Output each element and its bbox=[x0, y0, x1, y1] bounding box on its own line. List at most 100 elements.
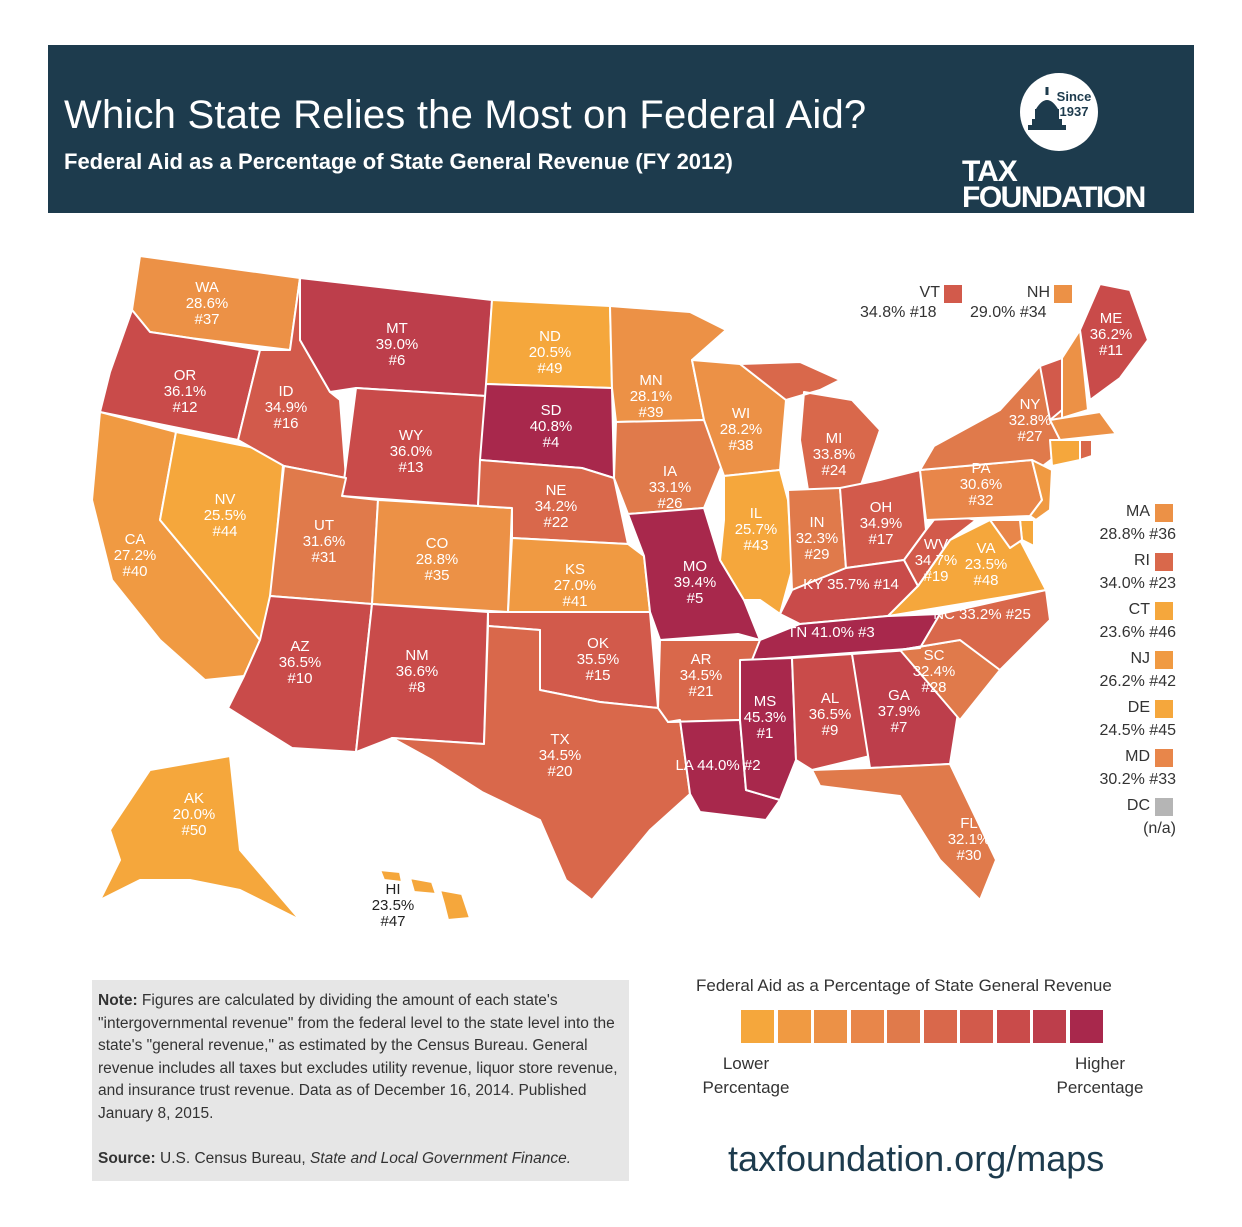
state-label-or-rank: #12 bbox=[172, 399, 197, 416]
state-label-ca-pct: 27.2% bbox=[114, 547, 157, 564]
state-label-sc-rank: #28 bbox=[921, 679, 946, 696]
state-label-ar-pct: 34.5% bbox=[680, 667, 723, 684]
side-legend-nj-abbr: NJ bbox=[1130, 650, 1150, 667]
state-label-il-pct: 25.7% bbox=[735, 521, 778, 538]
state-TX bbox=[391, 625, 691, 901]
state-labels: WA28.6%#37OR36.1%#12CA27.2%#40NV25.5%#44… bbox=[114, 279, 1133, 930]
scale-swatch-7 bbox=[960, 1010, 993, 1043]
state-label-az-pct: 36.5% bbox=[279, 654, 322, 671]
state-label-ar-abbr: AR bbox=[691, 651, 712, 668]
state-label-wy-pct: 36.0% bbox=[390, 443, 433, 460]
state-label-sd-abbr: SD bbox=[541, 402, 562, 419]
state-label-ms-abbr: MS bbox=[754, 693, 777, 710]
state-label-tx-rank: #20 bbox=[547, 763, 572, 780]
state-label-ia-rank: #26 bbox=[657, 495, 682, 512]
state-label-hi-pct: 23.5% bbox=[372, 897, 415, 914]
state-MD bbox=[975, 519, 1023, 549]
state-label-ny-rank: #27 bbox=[1017, 428, 1042, 445]
state-label-id-pct: 34.9% bbox=[265, 399, 308, 416]
side-legend-ri-value: 34.0% #23 bbox=[1099, 575, 1176, 592]
state-label-ut-pct: 31.6% bbox=[303, 533, 346, 550]
state-label-ut-abbr: UT bbox=[314, 517, 334, 534]
scale-legend-title: Federal Aid as a Percentage of State Gen… bbox=[696, 976, 1112, 995]
state-label-az-abbr: AZ bbox=[290, 638, 309, 655]
state-MA bbox=[1049, 411, 1117, 441]
side-legend-ma-swatch bbox=[1155, 504, 1173, 522]
state-label-ia-pct: 33.1% bbox=[649, 479, 692, 496]
state-label-ms-pct: 45.3% bbox=[744, 709, 787, 726]
state-label-nm-pct: 36.6% bbox=[396, 663, 439, 680]
side-legend-dc-abbr: DC bbox=[1126, 797, 1150, 814]
state-label-ak-rank: #50 bbox=[181, 822, 206, 839]
state-label-ut-rank: #31 bbox=[311, 549, 336, 566]
state-label-mi-rank: #24 bbox=[821, 462, 846, 479]
website-url[interactable]: taxfoundation.org/maps bbox=[728, 1138, 1105, 1179]
state-label-me-rank: #11 bbox=[1099, 342, 1123, 359]
state-label-in-abbr: IN bbox=[810, 514, 825, 531]
state-label-sd-rank: #4 bbox=[543, 434, 560, 451]
state-label-il-abbr: IL bbox=[750, 505, 763, 522]
state-label-mo-rank: #5 bbox=[687, 590, 704, 607]
state-label-wa-rank: #37 bbox=[194, 311, 219, 328]
state-label-ny-abbr: NY bbox=[1020, 396, 1041, 413]
side-legend-ct-swatch bbox=[1155, 602, 1173, 620]
state-label-nd-abbr: ND bbox=[539, 328, 561, 345]
state-IL bbox=[719, 469, 793, 615]
state-label-hi-abbr: HI bbox=[386, 881, 401, 898]
state-label-wy-rank: #13 bbox=[398, 459, 423, 476]
state-label-wi-abbr: WI bbox=[732, 405, 750, 422]
page-title: Which State Relies the Most on Federal A… bbox=[64, 93, 867, 137]
state-label-sd-pct: 40.8% bbox=[530, 418, 573, 435]
state-label-ks-rank: #41 bbox=[562, 593, 587, 610]
side-legend-nj-value: 26.2% #42 bbox=[1099, 673, 1176, 690]
state-label-ar-rank: #21 bbox=[688, 683, 713, 700]
state-label-oh-rank: #17 bbox=[868, 531, 893, 548]
state-label-al-pct: 36.5% bbox=[809, 706, 852, 723]
scale-swatch-8 bbox=[996, 1010, 1030, 1043]
state-label-la: LA 44.0% #2 bbox=[675, 757, 760, 774]
state-label-wv-pct: 34.7% bbox=[915, 552, 958, 569]
state-label-nm-rank: #8 bbox=[409, 679, 426, 696]
side-legend-md-value: 30.2% #33 bbox=[1099, 771, 1176, 788]
state-label-ny-pct: 32.8% bbox=[1009, 412, 1052, 429]
capitol-dome-icon bbox=[1020, 73, 1098, 151]
state-MO bbox=[627, 507, 761, 641]
state-label-ne-pct: 34.2% bbox=[535, 498, 578, 515]
note-box: Note: Figures are calculated by dividing… bbox=[92, 980, 629, 1181]
state-label-ak-abbr: AK bbox=[184, 790, 204, 807]
callout-vt-swatch bbox=[944, 285, 962, 303]
state-label-mt-abbr: MT bbox=[386, 320, 408, 337]
state-label-wv-abbr: WV bbox=[924, 536, 948, 553]
tax-foundation-logo: Since 1937 TAX FOUNDATION bbox=[954, 73, 1164, 213]
scale-swatch-6 bbox=[923, 1010, 957, 1043]
state-label-me-pct: 36.2% bbox=[1090, 326, 1133, 343]
state-label-nv-pct: 25.5% bbox=[204, 507, 247, 524]
state-label-sc-abbr: SC bbox=[924, 647, 945, 664]
state-label-wa-pct: 28.6% bbox=[186, 295, 229, 312]
state-AK bbox=[99, 755, 301, 921]
state-label-co-abbr: CO bbox=[426, 535, 449, 552]
state-label-ky-pct: 35.7% bbox=[827, 576, 870, 593]
state-label-nc-abbr: NC bbox=[933, 606, 955, 623]
state-label-ky: KY 35.7% #14 bbox=[803, 576, 899, 593]
state-label-ks-pct: 27.0% bbox=[554, 577, 597, 594]
scale-lower-label: Lower Percentage bbox=[702, 1054, 790, 1097]
state-label-ga-rank: #7 bbox=[891, 719, 908, 736]
state-label-in-rank: #29 bbox=[804, 546, 829, 563]
state-label-tn-pct: 41.0% bbox=[811, 624, 854, 641]
state-label-tn: TN 41.0% #3 bbox=[787, 624, 875, 641]
state-label-il-rank: #43 bbox=[743, 537, 768, 554]
scale-swatch-5 bbox=[887, 1010, 920, 1043]
state-label-co-pct: 28.8% bbox=[416, 551, 459, 568]
state-label-wi-rank: #38 bbox=[728, 437, 753, 454]
side-legend-de-abbr: DE bbox=[1127, 699, 1150, 716]
state-label-oh-abbr: OH bbox=[870, 499, 893, 516]
state-NC bbox=[899, 589, 1051, 671]
state-label-ne-abbr: NE bbox=[546, 482, 567, 499]
state-label-wa-abbr: WA bbox=[195, 279, 219, 296]
state-label-in-pct: 32.3% bbox=[796, 530, 839, 547]
state-label-ne-rank: #22 bbox=[543, 514, 568, 531]
state-label-ks-abbr: KS bbox=[565, 561, 585, 578]
state-FL bbox=[811, 763, 997, 901]
logo-since-text: Since 1937 bbox=[1056, 89, 1092, 119]
